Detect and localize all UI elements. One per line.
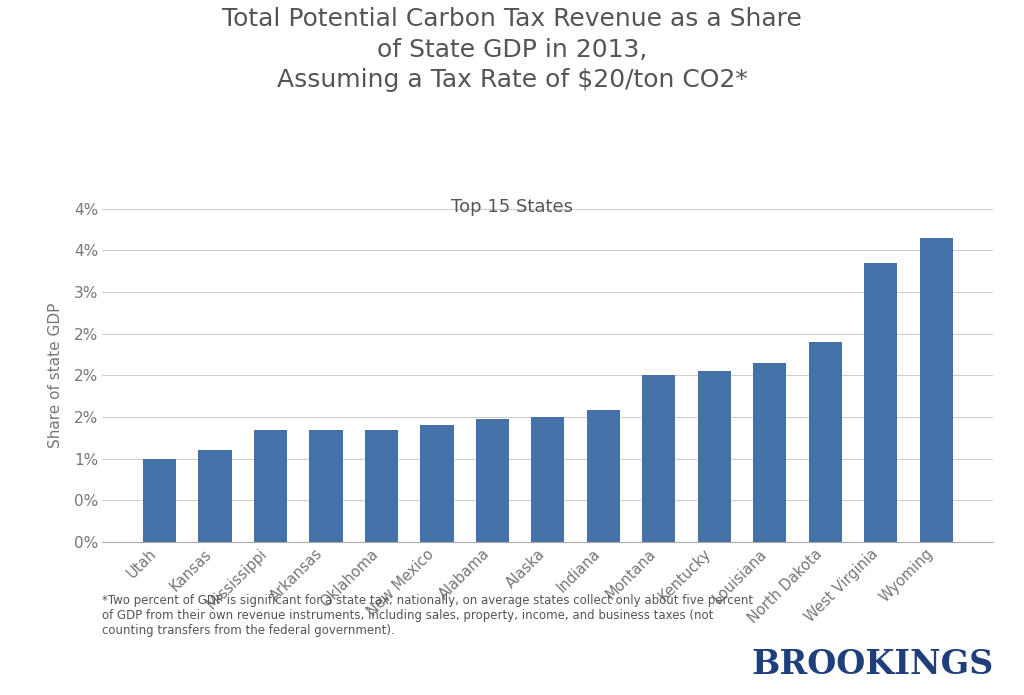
Bar	[143, 459, 176, 542]
Text: Total Potential Carbon Tax Revenue as a Share
of State GDP in 2013,
Assuming a T: Total Potential Carbon Tax Revenue as a …	[222, 7, 802, 92]
Bar	[753, 363, 786, 542]
Bar	[420, 425, 454, 542]
Bar	[920, 238, 952, 542]
Bar	[199, 450, 231, 542]
Bar	[587, 410, 620, 542]
Bar	[809, 342, 842, 542]
Bar	[642, 375, 676, 542]
Bar	[476, 418, 509, 542]
Bar	[531, 417, 564, 542]
Bar	[309, 430, 343, 542]
Bar	[697, 371, 731, 542]
Text: *Two percent of GDP is significant for a state tax; nationally, on average state: *Two percent of GDP is significant for a…	[102, 594, 754, 637]
Bar	[864, 263, 897, 542]
Y-axis label: Share of state GDP: Share of state GDP	[48, 302, 62, 448]
Text: Top 15 States: Top 15 States	[451, 198, 573, 216]
Bar	[365, 430, 398, 542]
Bar	[254, 430, 287, 542]
Text: BROOKINGS: BROOKINGS	[751, 648, 993, 681]
